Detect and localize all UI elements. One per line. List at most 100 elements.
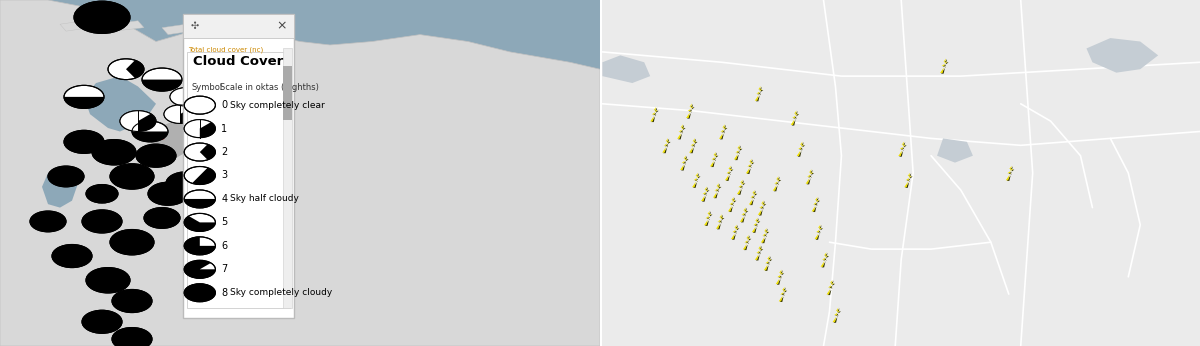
Circle shape xyxy=(192,135,228,156)
Text: ✣: ✣ xyxy=(190,21,198,31)
Wedge shape xyxy=(186,97,202,106)
Polygon shape xyxy=(775,270,784,284)
Polygon shape xyxy=(602,55,650,83)
Circle shape xyxy=(64,130,104,153)
Circle shape xyxy=(170,88,202,106)
Wedge shape xyxy=(64,97,104,108)
Polygon shape xyxy=(682,156,689,171)
Circle shape xyxy=(166,172,206,195)
Polygon shape xyxy=(690,139,697,153)
Wedge shape xyxy=(138,114,156,131)
Polygon shape xyxy=(730,198,737,212)
Polygon shape xyxy=(713,183,720,198)
Circle shape xyxy=(185,143,216,161)
Polygon shape xyxy=(686,103,694,118)
Circle shape xyxy=(112,290,152,312)
Wedge shape xyxy=(180,108,196,124)
Polygon shape xyxy=(677,124,684,139)
Polygon shape xyxy=(168,93,216,128)
Polygon shape xyxy=(758,200,766,215)
Polygon shape xyxy=(652,108,659,122)
Circle shape xyxy=(184,130,188,133)
Polygon shape xyxy=(758,201,767,216)
Polygon shape xyxy=(744,236,751,250)
Polygon shape xyxy=(755,86,762,101)
Polygon shape xyxy=(706,211,713,226)
Wedge shape xyxy=(142,80,182,91)
Circle shape xyxy=(86,184,118,203)
Circle shape xyxy=(120,111,156,131)
Polygon shape xyxy=(108,21,144,31)
Polygon shape xyxy=(827,280,834,294)
Circle shape xyxy=(160,137,164,140)
Text: 5: 5 xyxy=(222,217,228,227)
Polygon shape xyxy=(694,173,701,188)
Polygon shape xyxy=(791,110,798,125)
Polygon shape xyxy=(746,159,754,173)
Polygon shape xyxy=(732,225,739,240)
Bar xyxy=(283,48,293,308)
Text: 7: 7 xyxy=(222,264,228,274)
Circle shape xyxy=(112,328,152,346)
Wedge shape xyxy=(180,114,196,123)
Text: ×: × xyxy=(276,19,287,33)
Polygon shape xyxy=(720,125,727,139)
Circle shape xyxy=(136,144,176,167)
Text: Cloud Cover: Cloud Cover xyxy=(193,55,283,69)
Polygon shape xyxy=(905,173,913,188)
Polygon shape xyxy=(725,166,732,180)
Wedge shape xyxy=(185,260,216,278)
Circle shape xyxy=(92,139,136,165)
Polygon shape xyxy=(776,270,785,285)
Polygon shape xyxy=(761,228,768,243)
Polygon shape xyxy=(650,107,658,121)
Text: 6: 6 xyxy=(222,241,228,251)
Polygon shape xyxy=(821,252,828,267)
Circle shape xyxy=(120,111,156,131)
Wedge shape xyxy=(199,122,215,138)
Circle shape xyxy=(110,229,154,255)
Wedge shape xyxy=(199,144,216,160)
Polygon shape xyxy=(0,0,600,346)
Bar xyxy=(187,52,290,308)
Polygon shape xyxy=(42,173,78,208)
Circle shape xyxy=(188,101,232,127)
Polygon shape xyxy=(150,121,198,166)
Polygon shape xyxy=(740,208,749,222)
Polygon shape xyxy=(797,142,804,156)
Circle shape xyxy=(86,267,130,293)
Polygon shape xyxy=(702,187,709,202)
Polygon shape xyxy=(680,155,688,170)
Polygon shape xyxy=(689,138,696,153)
Polygon shape xyxy=(712,153,719,167)
Polygon shape xyxy=(763,256,772,270)
Circle shape xyxy=(170,88,202,106)
Polygon shape xyxy=(756,87,763,101)
Circle shape xyxy=(112,328,152,346)
Polygon shape xyxy=(664,139,671,153)
Polygon shape xyxy=(834,308,841,323)
Circle shape xyxy=(185,284,216,302)
Wedge shape xyxy=(126,60,144,78)
Polygon shape xyxy=(905,173,912,187)
Polygon shape xyxy=(774,177,781,191)
Polygon shape xyxy=(726,166,733,181)
Circle shape xyxy=(185,284,216,302)
Wedge shape xyxy=(185,216,216,231)
Polygon shape xyxy=(740,207,748,222)
Text: Total cloud cover (nc): Total cloud cover (nc) xyxy=(188,47,263,53)
Circle shape xyxy=(148,182,188,205)
Polygon shape xyxy=(738,180,745,195)
Polygon shape xyxy=(662,138,670,153)
Text: Sky completely clear: Sky completely clear xyxy=(230,101,324,110)
FancyBboxPatch shape xyxy=(182,14,294,318)
Wedge shape xyxy=(186,90,202,106)
Circle shape xyxy=(188,101,232,127)
Polygon shape xyxy=(743,235,750,249)
Circle shape xyxy=(185,237,216,255)
Text: Scale in oktas (eighths): Scale in oktas (eighths) xyxy=(220,83,318,92)
Circle shape xyxy=(110,164,154,189)
Circle shape xyxy=(164,105,196,124)
Circle shape xyxy=(185,190,216,208)
Circle shape xyxy=(86,184,118,203)
